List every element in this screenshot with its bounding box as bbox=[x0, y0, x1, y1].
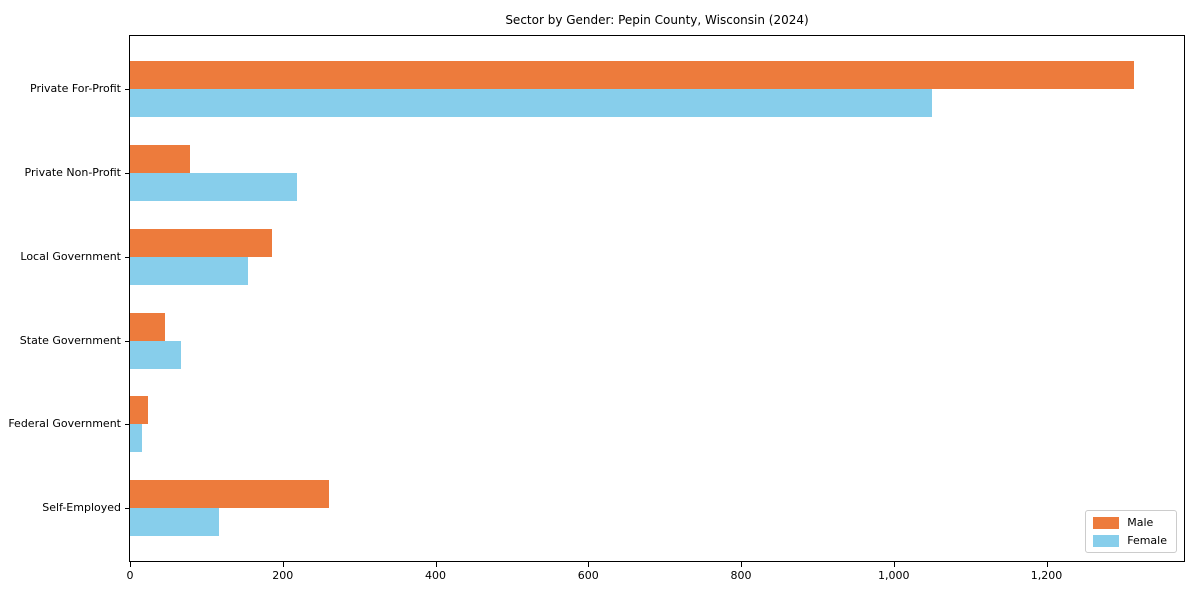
x-axis-label-6: 1,200 bbox=[1030, 569, 1063, 582]
legend-label-female: Female bbox=[1127, 534, 1167, 547]
x-axis-label-1: 200 bbox=[272, 569, 294, 582]
legend: Male Female bbox=[1085, 510, 1177, 553]
y-axis-label-0: Private For-Profit bbox=[30, 82, 121, 95]
bar-female-1 bbox=[130, 172, 298, 201]
y-tick-4 bbox=[125, 424, 130, 426]
legend-label-male: Male bbox=[1127, 516, 1154, 529]
x-axis-label-3: 600 bbox=[577, 569, 599, 582]
legend-swatch-male bbox=[1093, 516, 1120, 529]
bar-male-0 bbox=[130, 61, 1135, 89]
bar-female-4 bbox=[130, 424, 142, 453]
bar-male-4 bbox=[130, 396, 149, 425]
legend-item-female: Female bbox=[1093, 534, 1167, 547]
x-axis-label-5: 1,000 bbox=[878, 569, 910, 582]
y-tick-5 bbox=[125, 508, 130, 510]
x-tick-1 bbox=[282, 562, 284, 567]
y-axis-label-1: Private Non-Profit bbox=[24, 165, 121, 179]
y-tick-2 bbox=[125, 256, 130, 258]
x-axis-label-0: 0 bbox=[126, 569, 134, 582]
y-axis-label-2: Local Government bbox=[20, 249, 121, 263]
x-tick-3 bbox=[588, 562, 590, 567]
y-tick-1 bbox=[125, 172, 130, 174]
legend-item-male: Male bbox=[1093, 516, 1167, 529]
x-axis-label-2: 400 bbox=[425, 569, 446, 582]
bar-female-5 bbox=[130, 508, 219, 537]
bar-male-1 bbox=[130, 144, 191, 173]
legend-swatch-female bbox=[1093, 534, 1120, 547]
bar-female-2 bbox=[130, 256, 249, 285]
y-axis-label-3: State Government bbox=[19, 333, 121, 347]
x-tick-0 bbox=[130, 562, 131, 567]
y-tick-3 bbox=[125, 340, 130, 342]
x-tick-6 bbox=[1046, 562, 1048, 567]
y-axis-label-4: Federal Government bbox=[8, 417, 121, 431]
plot-area: Male Female bbox=[129, 35, 1185, 562]
bar-male-3 bbox=[130, 312, 166, 341]
x-tick-2 bbox=[435, 562, 437, 567]
x-tick-5 bbox=[893, 562, 895, 567]
bar-male-2 bbox=[130, 228, 273, 257]
y-axis-label-5: Self-Employed bbox=[42, 501, 121, 515]
x-axis-label-4: 800 bbox=[730, 569, 752, 582]
bar-female-3 bbox=[130, 340, 182, 369]
bar-male-5 bbox=[130, 480, 329, 509]
x-tick-4 bbox=[741, 562, 742, 567]
chart-title: Sector by Gender: Pepin County, Wisconsi… bbox=[505, 13, 809, 27]
y-tick-0 bbox=[125, 89, 130, 90]
bar-female-0 bbox=[130, 89, 932, 117]
